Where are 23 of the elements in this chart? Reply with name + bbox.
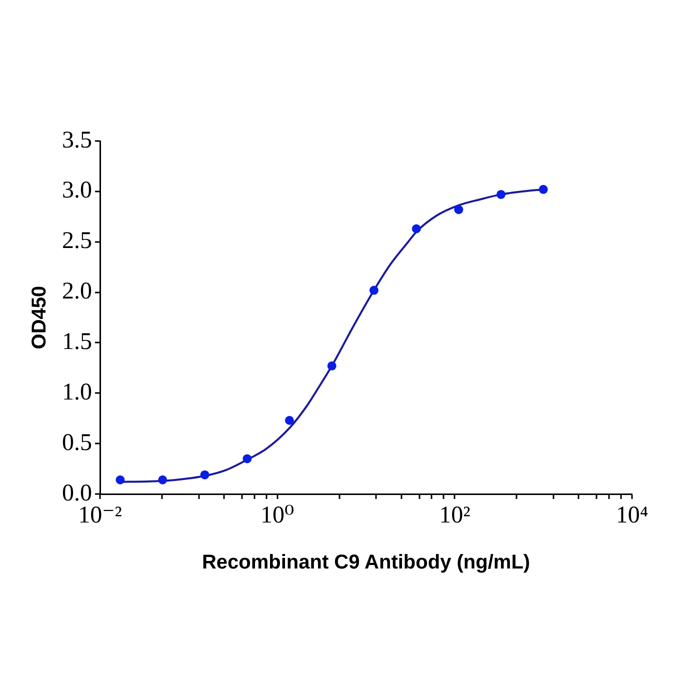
point: [327, 361, 336, 370]
y-tick-label: 1.0: [62, 379, 92, 406]
x-tick-label: 10²: [439, 502, 470, 529]
y-tick-label: 3.5: [62, 127, 92, 154]
point: [200, 470, 210, 480]
point: [412, 224, 421, 234]
y-tick-label: 3.0: [62, 178, 92, 204]
y-axis-title: OD450: [28, 286, 51, 350]
point: [454, 205, 464, 214]
point: [496, 190, 506, 199]
point: [242, 454, 252, 464]
point: [158, 475, 168, 484]
y-tick-label: 1.5: [62, 329, 92, 356]
y-tick-label: 2.0: [62, 278, 92, 305]
x-tick-label: 10⁰: [260, 502, 294, 529]
point: [369, 286, 378, 295]
point: [538, 184, 548, 194]
y-tick-label: 2.5: [62, 228, 92, 254]
point: [116, 475, 125, 484]
x-tick-label: 10⁴: [616, 502, 648, 529]
x-axis-title: Recombinant C9 Antibody (ng/mL): [202, 552, 530, 574]
point: [284, 416, 294, 425]
y-tick-label: 0.5: [62, 430, 92, 456]
